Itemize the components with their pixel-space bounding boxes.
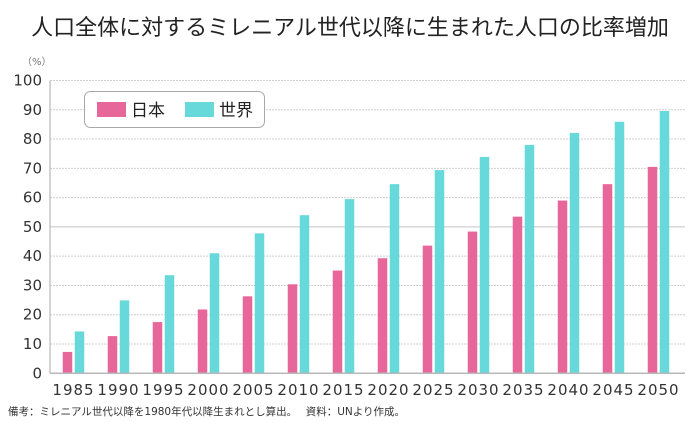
- x-tick-label: 2000: [187, 381, 229, 399]
- bar-world-2020: [389, 184, 400, 374]
- legend-label-world: 世界: [219, 101, 253, 121]
- y-tick-label: 0: [32, 364, 42, 382]
- legend: 日本 世界: [84, 91, 265, 128]
- y-tick-label: 70: [23, 159, 42, 177]
- bar-japan-2040: [557, 200, 568, 374]
- x-tick-label: 2030: [457, 381, 499, 399]
- bar-world-2050: [659, 110, 670, 374]
- bar-japan-2045: [602, 184, 613, 374]
- y-tick-label: 60: [23, 189, 42, 207]
- x-tick-label: 1985: [52, 381, 94, 399]
- legend-swatch-world: [185, 102, 214, 117]
- y-tick-labels: 0 10 20 30 40 50 60 70 80 90 100: [13, 72, 42, 383]
- y-tick-label: 10: [23, 335, 42, 353]
- y-tick-label: 30: [23, 276, 42, 294]
- x-tick-label: 2035: [502, 381, 544, 399]
- x-tick-label: 2025: [412, 381, 454, 399]
- legend-label-japan: 日本: [131, 101, 165, 121]
- y-tick-label: 90: [23, 101, 42, 119]
- x-tick-label: 2045: [592, 381, 634, 399]
- bars: [62, 110, 670, 374]
- x-tick-labels: 1985 1990 1995 2000 2005 2010 2015 2020 2025 2030…: [52, 381, 679, 399]
- bar-world-2040: [569, 132, 580, 374]
- bar-world-2000: [209, 253, 220, 374]
- bar-world-2005: [254, 233, 265, 374]
- bar-world-2045: [614, 121, 625, 374]
- bar-japan-2010: [287, 284, 298, 374]
- bar-japan-2000: [197, 309, 208, 374]
- bar-world-2015: [344, 199, 355, 374]
- x-tick-label: 2015: [322, 381, 364, 399]
- bar-japan-2025: [422, 245, 433, 374]
- bar-japan-2015: [332, 270, 343, 374]
- x-tick-label: 1990: [97, 381, 139, 399]
- bar-world-2025: [434, 170, 445, 374]
- bar-japan-2030: [467, 231, 478, 374]
- bar-world-1985: [74, 331, 85, 374]
- legend-box: [84, 91, 265, 128]
- bar-world-1995: [164, 275, 175, 374]
- x-tick-label: 2040: [547, 381, 589, 399]
- legend-swatch-japan: [97, 102, 126, 117]
- bar-japan-2005: [242, 296, 253, 374]
- bar-world-1990: [119, 300, 130, 374]
- x-tick-label: 1995: [142, 381, 184, 399]
- bar-japan-1990: [107, 336, 118, 374]
- bar-world-2010: [299, 215, 310, 374]
- y-tick-label: 20: [23, 306, 42, 324]
- bar-japan-2035: [512, 216, 523, 374]
- footnote: 備考：ミレニアル世代以降を1980年代以降生まれとし算出。 資料：UNより作成。: [8, 406, 406, 418]
- y-tick-label: 50: [23, 218, 42, 236]
- x-tick-label: 2005: [232, 381, 274, 399]
- x-tick-label: 2020: [367, 381, 409, 399]
- bar-world-2030: [479, 156, 490, 374]
- chart-title: 人口全体に対するミレニアル世代以降に生まれた人口の比率増加: [31, 16, 669, 41]
- bar-japan-1995: [152, 322, 163, 374]
- y-tick-label: 80: [23, 130, 42, 148]
- y-axis-unit-label: （%）: [22, 57, 52, 68]
- bar-world-2035: [524, 144, 535, 374]
- bar-japan-1985: [62, 351, 73, 374]
- bar-japan-2050: [647, 166, 658, 374]
- x-tick-label: 2010: [277, 381, 319, 399]
- bar-japan-2020: [377, 258, 388, 374]
- y-tick-label: 40: [23, 247, 42, 265]
- y-tick-label: 100: [13, 72, 42, 90]
- x-tick-label: 2050: [637, 381, 679, 399]
- axes: [49, 80, 685, 375]
